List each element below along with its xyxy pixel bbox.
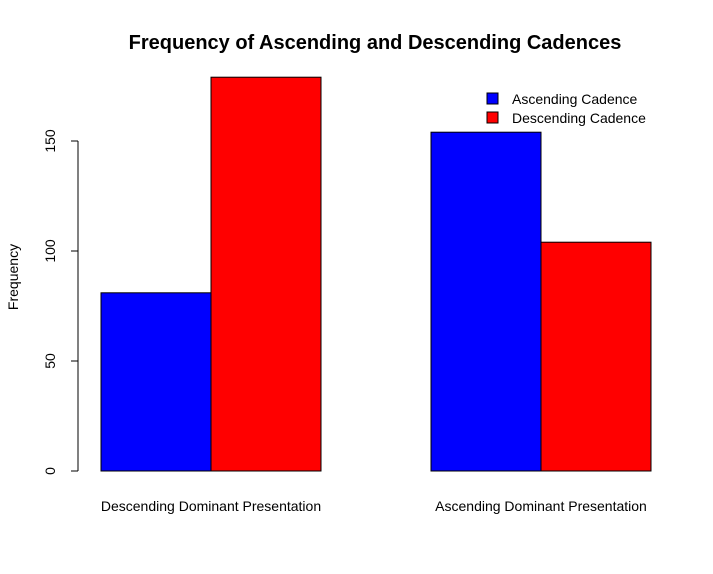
bars [100,76,652,472]
y-tick-label: 150 [42,129,58,153]
x-axis-labels: Descending Dominant Presentation Ascendin… [101,498,647,514]
legend-swatch [486,111,499,124]
y-tick-label: 50 [42,353,58,369]
chart-title: Frequency of Ascending and Descending Ca… [129,32,622,54]
legend: Ascending Cadence Descending Cadence [486,91,646,126]
y-axis-label: Frequency [5,244,21,310]
y-axis: 0 50 100 150 [42,129,79,475]
legend-swatch [486,92,499,105]
y-tick-label: 0 [42,467,58,475]
x-category-label: Descending Dominant Presentation [101,498,321,514]
y-tick-label: 100 [42,239,58,263]
bar-descending-2 [540,241,652,472]
bar-ascending-2 [430,131,542,472]
bar-ascending-1 [100,292,212,472]
legend-label: Descending Cadence [512,110,646,126]
legend-label: Ascending Cadence [512,91,638,107]
x-category-label: Ascending Dominant Presentation [435,498,647,514]
bar-descending-1 [210,76,322,472]
